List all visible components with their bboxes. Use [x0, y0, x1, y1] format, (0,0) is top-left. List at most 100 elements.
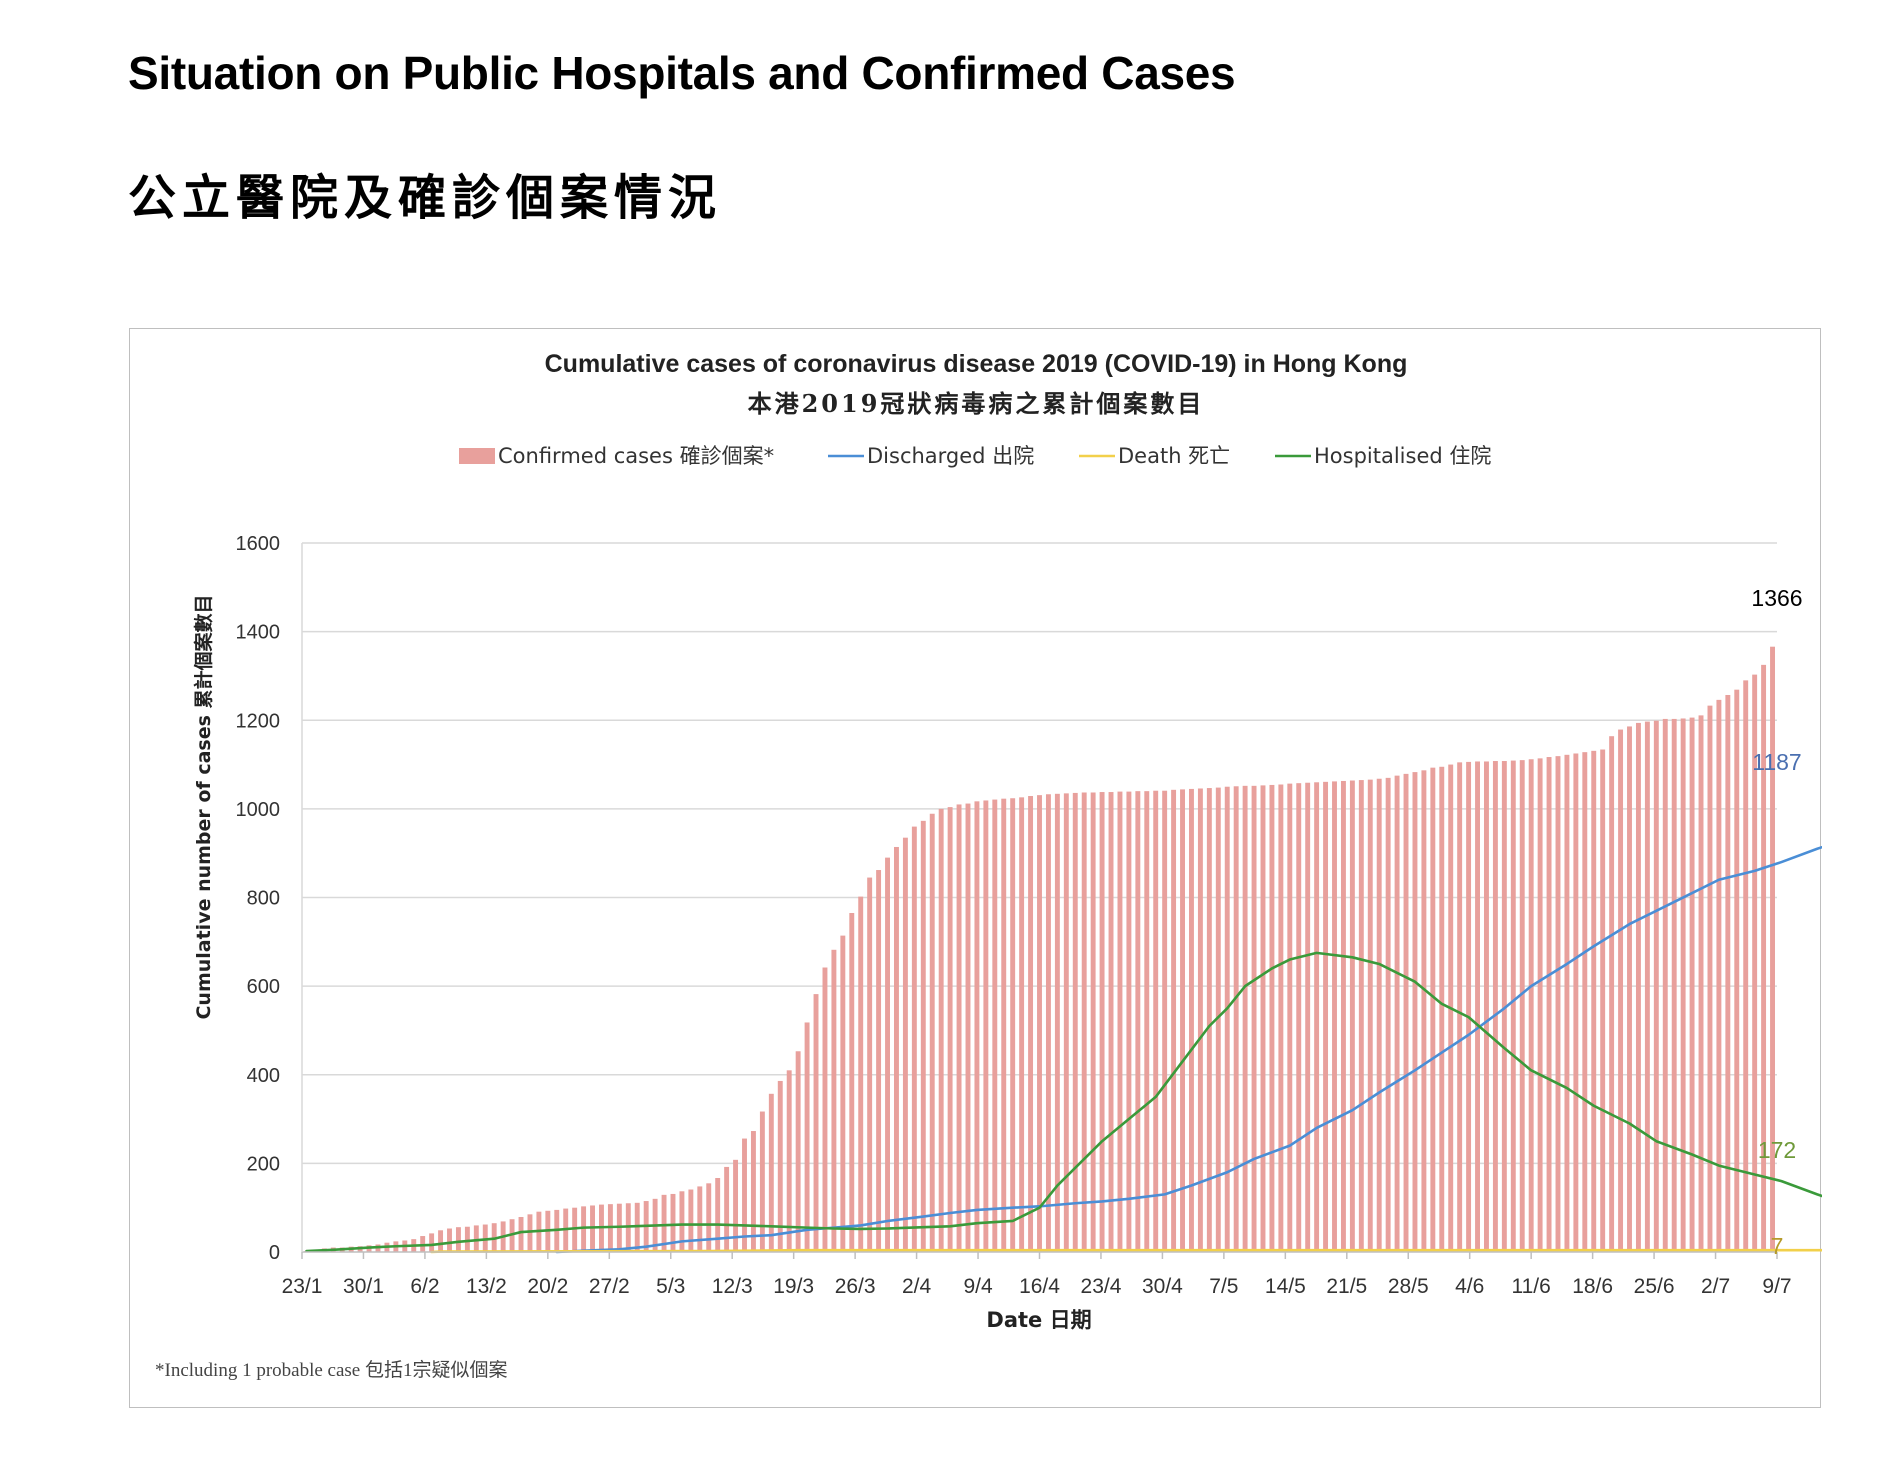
confirmed-bar: [1367, 779, 1373, 1252]
series-lines: [305, 845, 1822, 1254]
hospitalised-end-label: 172: [1758, 1137, 1796, 1163]
legend-death: Death 死亡: [1079, 444, 1230, 468]
confirmed-bar: [1054, 793, 1060, 1252]
confirmed-bars: [304, 646, 1775, 1253]
confirmed-bar: [715, 1178, 721, 1252]
x-tick-label: 26/3: [835, 1275, 876, 1298]
y-axis-label: Cumulative number of cases 累計個案數目: [192, 594, 215, 1019]
confirmed-bar: [1743, 680, 1749, 1252]
confirmed-bar: [974, 801, 980, 1252]
confirmed-bar: [1153, 790, 1159, 1252]
x-tick-label: 7/5: [1209, 1275, 1238, 1298]
confirmed-bar: [1591, 750, 1597, 1252]
confirmed-bar: [1010, 798, 1016, 1252]
confirmed-bar: [992, 799, 998, 1252]
confirmed-bar: [679, 1191, 685, 1252]
confirmed-bar: [1403, 773, 1409, 1252]
confirmed-bar: [1045, 794, 1051, 1252]
confirmed-bar: [688, 1189, 694, 1252]
confirmed-bar: [1215, 787, 1221, 1252]
confirmed-bar: [822, 967, 828, 1252]
x-tick-label: 27/2: [589, 1275, 630, 1298]
confirmed-bar: [1349, 780, 1355, 1252]
confirmed-bar: [1394, 775, 1400, 1252]
confirmed-bar: [795, 1051, 801, 1252]
confirmed-bar: [1135, 791, 1141, 1252]
confirmed-bar: [1475, 761, 1480, 1252]
confirmed-bar: [911, 826, 917, 1252]
confirmed-bar: [1752, 674, 1758, 1252]
confirmed-bar: [858, 896, 864, 1252]
confirmed-bar: [1251, 785, 1257, 1252]
confirmed-bar: [1662, 718, 1668, 1252]
x-tick-label: 9/4: [963, 1275, 993, 1298]
confirmed-bar: [706, 1183, 712, 1252]
confirmed-bar: [1117, 791, 1123, 1252]
confirmed-bar: [1582, 752, 1588, 1252]
chart-legend: Confirmed cases 確診個案* Discharged 出院 Death …: [459, 444, 1491, 468]
y-tick-label: 1400: [236, 622, 281, 644]
x-tick-label: 12/3: [712, 1275, 753, 1298]
confirmed-bar: [1126, 791, 1132, 1252]
confirmed-bar: [1001, 798, 1007, 1252]
confirmed-bar: [1099, 792, 1105, 1252]
confirmed-bar: [1242, 785, 1248, 1252]
confirmed-bar: [1653, 720, 1659, 1252]
confirmed-bar: [1564, 754, 1570, 1252]
confirmed-bar: [1376, 778, 1382, 1252]
y-tick-label: 1000: [236, 799, 281, 821]
confirmed-bar: [1725, 694, 1731, 1252]
y-tick-label: 800: [247, 888, 280, 910]
page-title: Situation on Public Hospitals and Confir…: [128, 47, 1236, 99]
confirmed-bar: [1233, 786, 1239, 1252]
confirmed-bar: [1260, 785, 1266, 1252]
confirmed-bar: [956, 804, 962, 1252]
confirmed-bar: [831, 949, 837, 1252]
confirmed-bar: [876, 870, 882, 1252]
confirmed-bar: [1305, 782, 1311, 1252]
confirmed-bar: [750, 1131, 756, 1252]
confirmed-bar: [1108, 792, 1114, 1252]
confirmed-bar: [1457, 762, 1463, 1252]
footnote: *Including 1 probable case 包括1宗疑似個案: [155, 1359, 507, 1381]
confirmed-bar: [518, 1216, 524, 1252]
x-tick-label: 20/2: [527, 1275, 568, 1298]
chart-svg: Cumulative cases of coronavirus disease …: [155, 350, 1822, 1381]
confirmed-bar: [733, 1159, 739, 1252]
confirmed-bar: [1037, 795, 1042, 1252]
confirmed-bar: [1296, 783, 1302, 1252]
confirmed-bar: [1144, 791, 1150, 1252]
confirmed-bar: [429, 1233, 435, 1252]
x-tick-label: 14/5: [1265, 1275, 1306, 1298]
confirmed-bar: [527, 1214, 533, 1252]
confirmed-bar: [581, 1206, 587, 1252]
confirmed-bar: [759, 1111, 765, 1252]
confirmed-bar: [1573, 753, 1579, 1252]
x-tick-label: 13/2: [466, 1275, 507, 1298]
page-title-chinese: 公立醫院及確診個案情況: [128, 170, 723, 226]
y-tick-label: 0: [269, 1242, 280, 1264]
confirmed-bar: [1698, 715, 1704, 1252]
chart-frame: Cumulative cases of coronavirus disease …: [129, 328, 1822, 1408]
legend-hospitalised: Hospitalised 住院: [1275, 444, 1491, 468]
x-tick-label: 5/3: [656, 1275, 685, 1298]
confirmed-bar: [1072, 792, 1078, 1252]
confirmed-bar: [1689, 717, 1695, 1252]
confirmed-bar: [1358, 780, 1364, 1252]
y-tick-label: 1600: [236, 533, 281, 555]
confirmed-end-label: 1366: [1751, 585, 1802, 611]
confirmed-bar: [1224, 786, 1230, 1252]
confirmed-bar: [1421, 770, 1427, 1252]
confirmed-bar: [1206, 788, 1212, 1252]
x-tick-label: 2/7: [1701, 1275, 1730, 1298]
x-axis-label: Date 日期: [986, 1308, 1091, 1332]
confirmed-bar: [1081, 792, 1087, 1252]
confirmed-bar: [1770, 646, 1775, 1252]
confirmed-bar: [438, 1230, 444, 1252]
x-tick-label: 18/6: [1572, 1275, 1613, 1298]
x-tick-label: 9/7: [1762, 1275, 1791, 1298]
confirmed-bar: [1492, 761, 1498, 1252]
confirmed-bar: [455, 1227, 461, 1252]
confirmed-bar: [1189, 788, 1194, 1252]
confirmed-bar: [1716, 699, 1722, 1252]
